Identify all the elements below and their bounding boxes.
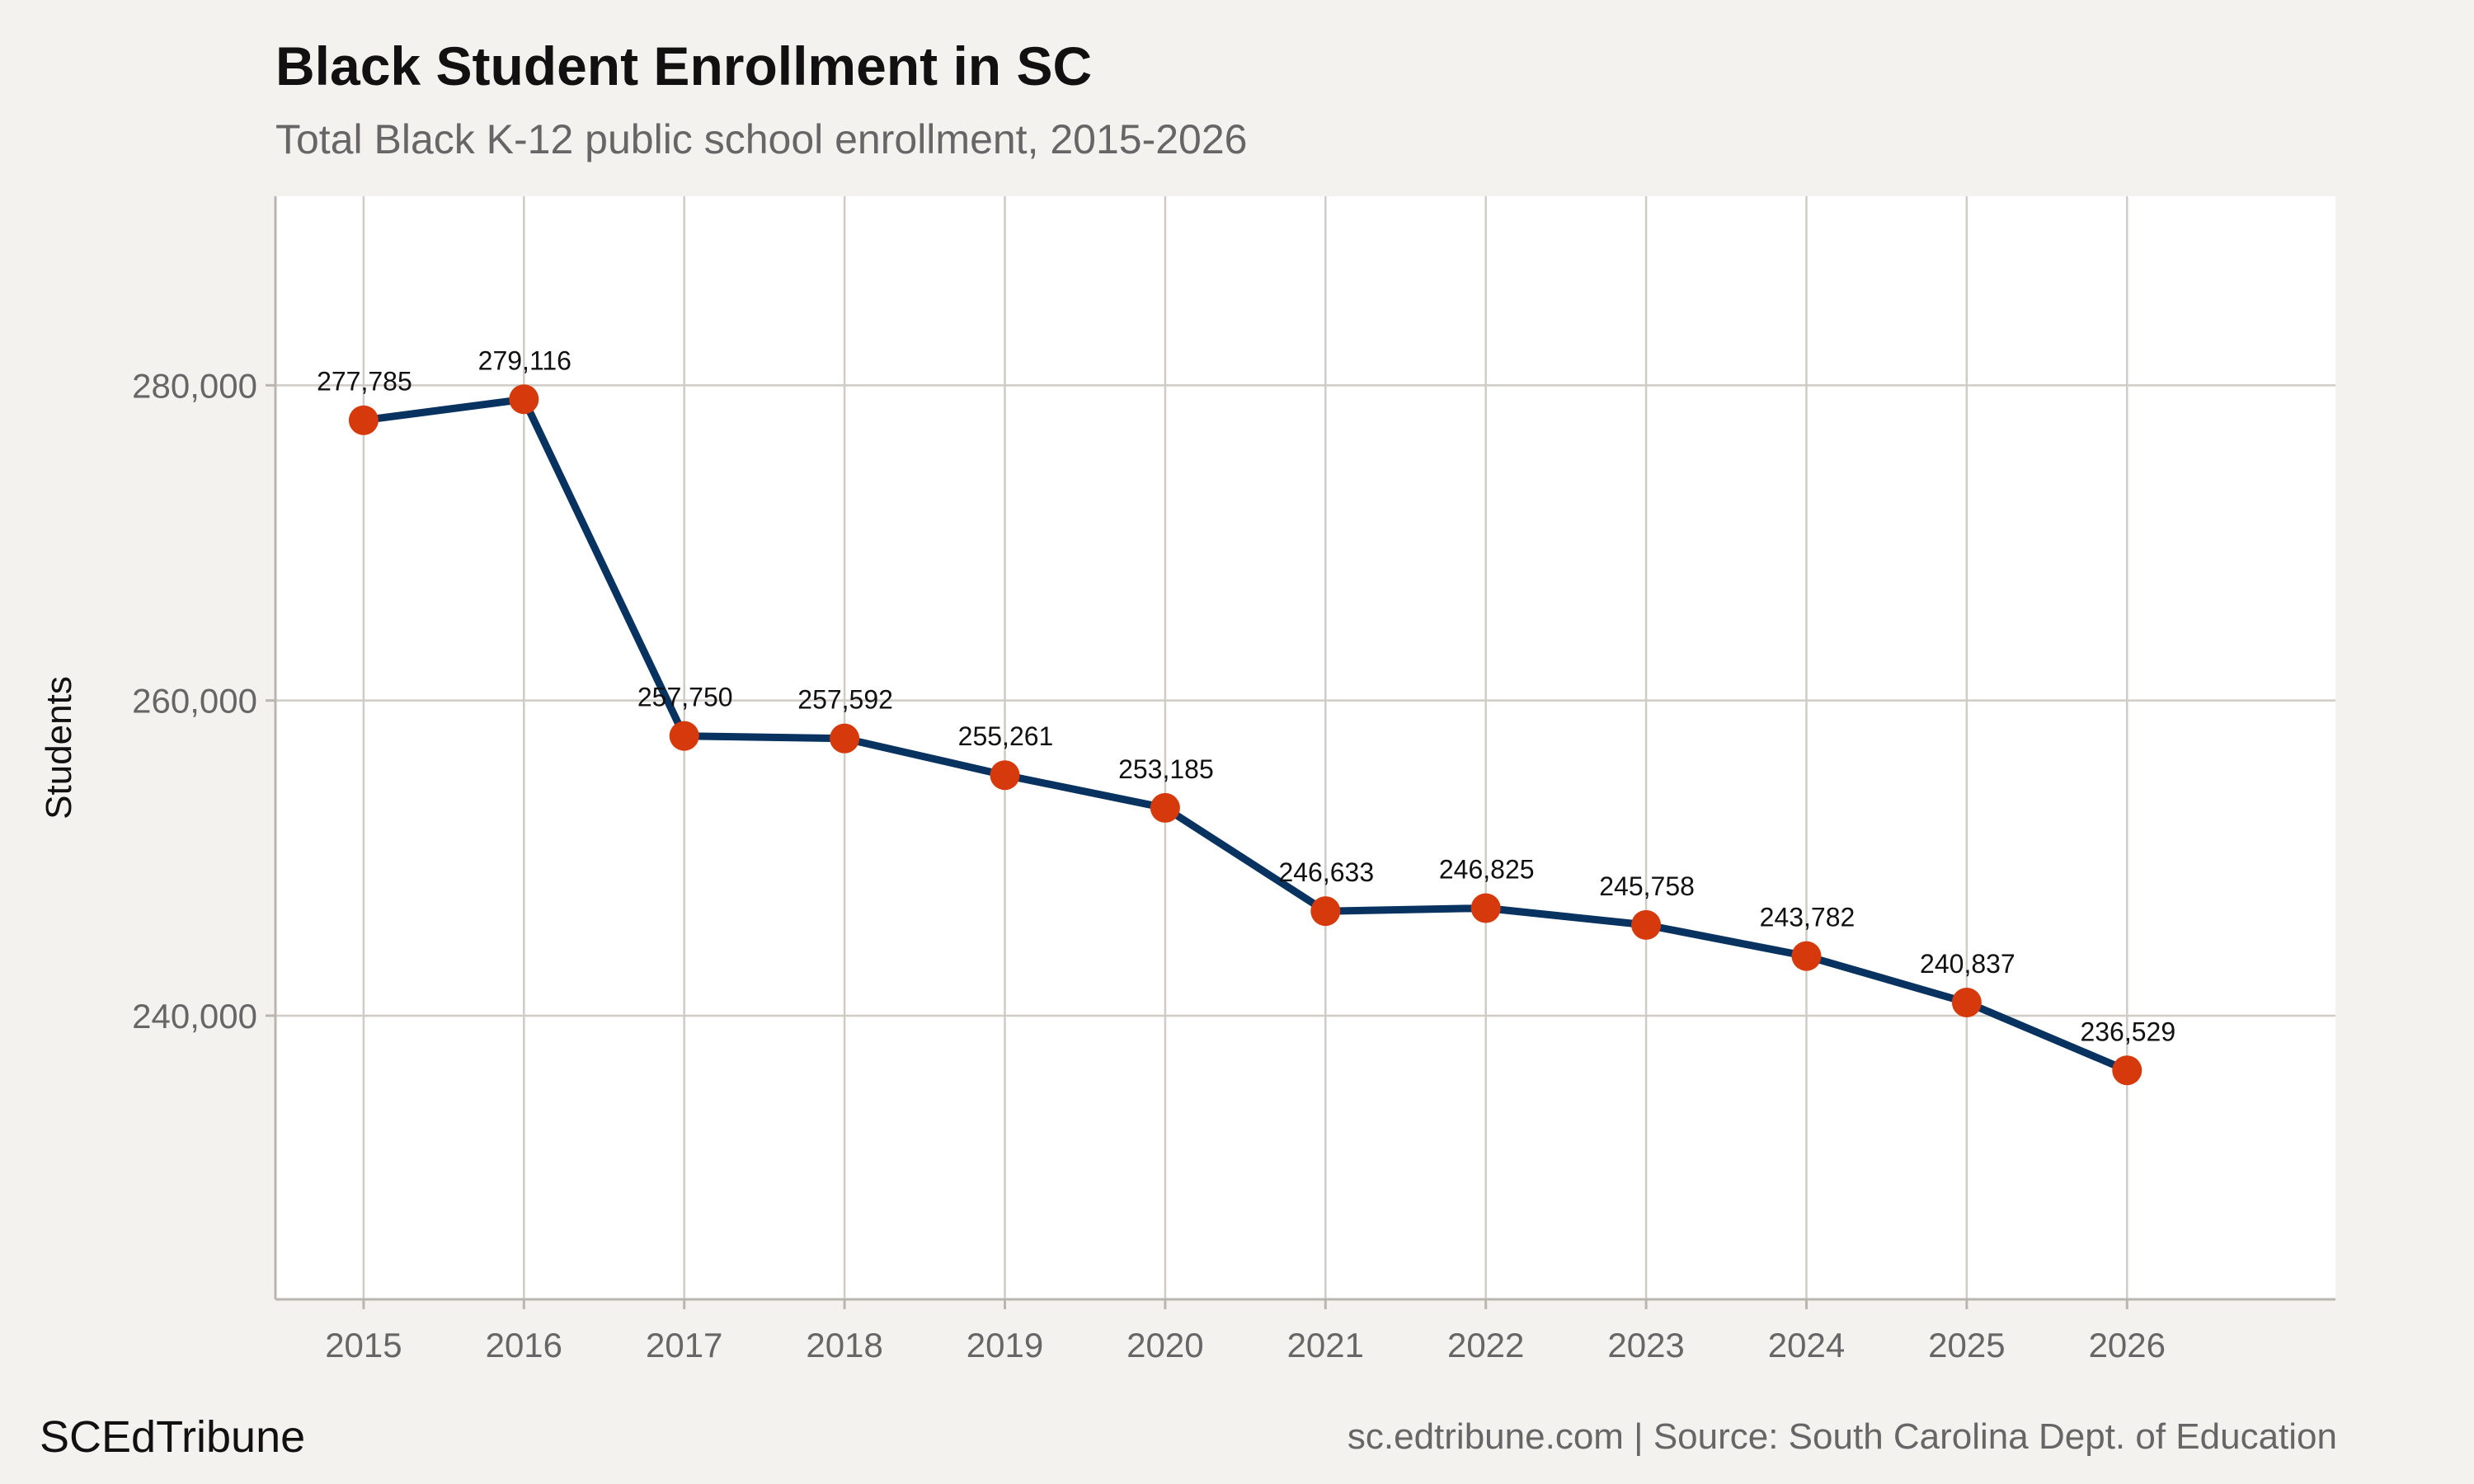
series-line (360, 395, 2131, 1074)
x-tick-label: 2015 (325, 1326, 402, 1364)
data-label: 279,116 (478, 345, 571, 375)
data-point (509, 384, 539, 415)
data-label: 240,837 (1920, 949, 2015, 979)
data-point (1791, 941, 1822, 971)
x-tick-label: 2021 (1287, 1326, 1364, 1364)
data-point (1150, 792, 1180, 823)
data-label: 246,825 (1439, 854, 1535, 884)
data-point (669, 721, 699, 751)
data-point (1470, 893, 1501, 923)
data-point (990, 760, 1020, 791)
y-axis-title: Students (39, 676, 79, 819)
data-point (1631, 909, 1662, 940)
data-point (1310, 896, 1341, 927)
chart-subtitle: Total Black K-12 public school enrollmen… (275, 116, 1248, 162)
data-label: 257,592 (797, 685, 893, 715)
chart-title: Black Student Enrollment in SC (275, 35, 1093, 96)
x-tick-label: 2022 (1447, 1326, 1524, 1364)
x-tick-label: 2019 (967, 1326, 1043, 1364)
data-label: 243,782 (1760, 903, 1856, 932)
data-label: 255,261 (958, 721, 1054, 751)
data-label: 236,529 (2080, 1017, 2175, 1046)
brand-name: SCEdTribune (40, 1412, 306, 1462)
data-label: 257,750 (637, 683, 733, 712)
data-point (1951, 987, 1982, 1017)
x-tick-label: 2023 (1607, 1326, 1684, 1364)
x-tick-label: 2026 (2089, 1326, 2166, 1364)
data-labels: 277,785 279,116 257,750 257,592 255,261 253,1… (317, 345, 2175, 1046)
data-label: 246,633 (1278, 857, 1374, 887)
x-tick-label: 2020 (1126, 1326, 1203, 1364)
y-tick-label: 240,000 (132, 997, 257, 1036)
axes (274, 196, 2335, 1301)
x-tick-label: 2016 (486, 1326, 562, 1364)
x-tick-label: 2018 (806, 1326, 882, 1364)
data-label: 245,758 (1599, 871, 1695, 901)
plot-background (275, 196, 2335, 1299)
data-point (2112, 1055, 2142, 1086)
data-points (348, 384, 2142, 1086)
y-tick-label: 280,000 (132, 366, 257, 405)
y-tick-label: 260,000 (132, 682, 257, 721)
source-credit: sc.edtribune.com | Source: South Carolin… (1347, 1416, 2337, 1457)
data-label: 277,785 (317, 367, 412, 397)
x-tick-label: 2025 (1928, 1326, 2005, 1364)
data-point (830, 723, 860, 754)
data-label: 253,185 (1118, 754, 1214, 784)
data-point (348, 405, 379, 435)
x-tick-label: 2024 (1768, 1326, 1845, 1364)
tick-labels: 240,000 260,000 280,000 2015 2016 2017 2018 201… (132, 366, 2166, 1364)
x-tick-label: 2017 (646, 1326, 722, 1364)
